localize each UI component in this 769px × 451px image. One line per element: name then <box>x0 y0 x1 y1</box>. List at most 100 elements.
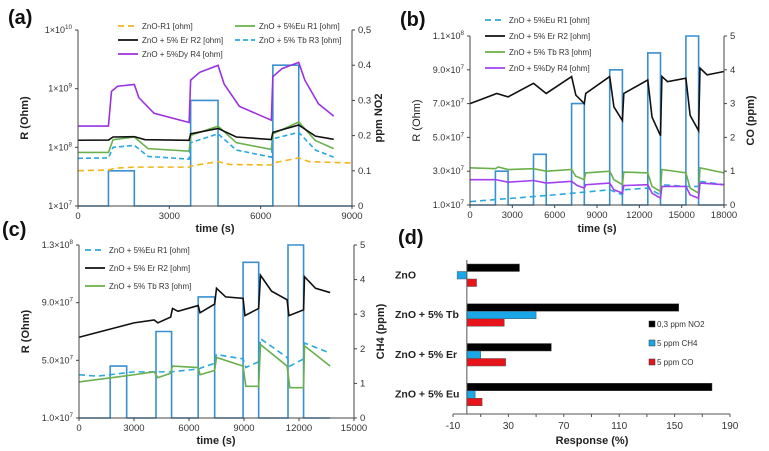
x-tick-label: 9000 <box>586 210 607 221</box>
y2-tick-label: 0 <box>358 201 363 212</box>
panel-label-b: (b) <box>400 9 426 31</box>
legend-swatch <box>648 320 656 328</box>
y2-tick-label: 0.4 <box>358 60 371 71</box>
y2-tick-label: 5 <box>730 31 735 42</box>
chart-panel-c: ZnO + 5%Eu R1 [ohm] ZnO + 5% Er R2 [ohm] Z… <box>20 239 387 447</box>
x-tick-label: 70 <box>558 421 570 432</box>
gas-concentration-line <box>79 244 331 419</box>
bar <box>466 263 520 272</box>
y2-axis-label: CH4 (ppm) <box>375 303 387 359</box>
y-tick-label: 9.0×107 <box>42 297 74 308</box>
bar <box>456 271 468 280</box>
legend-label: ZnO-R1 [ohm] <box>142 22 193 31</box>
y2-tick-label: 3 <box>360 309 365 320</box>
x-tick-label: 150 <box>666 421 683 432</box>
x-tick-label: 15000 <box>668 210 694 221</box>
legend-label: 0,3 ppm NO2 <box>657 320 705 329</box>
y-axis-label: R (Ohm) <box>411 99 423 141</box>
series-line-2 <box>78 342 331 389</box>
x-tick-label: 9000 <box>233 423 254 434</box>
series-line-0 <box>77 157 353 172</box>
series-line-0 <box>78 337 331 377</box>
y2-axis-label: CO (ppm) <box>745 95 757 145</box>
x-tick-label: 0 <box>75 211 80 222</box>
y-tick-label: 5.0×107 <box>433 131 465 142</box>
y-tick-label: 1.0×107 <box>42 412 74 423</box>
y2-tick-label: 0,5 <box>358 25 371 36</box>
legend-swatch <box>648 358 656 366</box>
y2-tick-label: 0 <box>360 413 365 424</box>
y2-tick-label: 0 <box>730 200 735 211</box>
x-tick-label: 15000 <box>341 423 367 434</box>
legend-swatch <box>648 339 656 347</box>
bar <box>466 311 537 319</box>
legend-label: 5 ppm CO <box>657 358 693 367</box>
panel-label-a: (a) <box>8 7 32 29</box>
bar <box>466 358 506 367</box>
series-line-3 <box>77 131 335 160</box>
series-line-1 <box>469 66 725 137</box>
y-tick-label: 1×108 <box>48 141 72 152</box>
bar <box>466 278 477 287</box>
x-tick-label: 0 <box>467 210 472 221</box>
bar <box>466 398 483 406</box>
series-line-4 <box>78 61 335 127</box>
chart-panel-a: ZnO-R1 [ohm] ZnO + 5%Eu R1 [ohm] ZnO + 5% … <box>19 22 385 222</box>
bar <box>466 318 505 327</box>
y2-tick-label: 1 <box>730 166 735 177</box>
bar <box>466 343 552 352</box>
y-tick-label: 1.3×108 <box>42 239 74 250</box>
category-label: ZnO + 5% Tb <box>395 309 459 321</box>
legend-label: ZnO + 5%Eu R1 [ohm] <box>109 246 190 255</box>
y2-tick-label: 4 <box>360 275 365 286</box>
series-line-1 <box>78 272 331 339</box>
y2-tick-label: 4 <box>730 65 735 76</box>
legend-label: ZnO + 5%Eu R1 [ohm] <box>259 22 340 31</box>
y-tick-label: 7.0×107 <box>433 98 465 109</box>
y2-tick-label: 0.2 <box>358 131 371 142</box>
x-tick-label: 190 <box>722 421 739 432</box>
x-tick-label: 0 <box>76 423 81 434</box>
legend-label: ZnO + 5%Dy R4 [ohm] <box>509 64 590 73</box>
legend-label: ZnO + 5% Er R2 [ohm] <box>142 36 223 45</box>
y-tick-label: 9.0×107 <box>433 64 465 75</box>
category-label: ZnO <box>395 269 416 281</box>
y2-tick-label: 0.1 <box>358 166 371 177</box>
bar <box>466 383 713 391</box>
x-tick-label: 12000 <box>286 423 312 434</box>
bar <box>466 350 481 359</box>
chart-panel-b: ZnO + 5%Eu R1 [ohm] ZnO + 5% Er R2 [ohm] Z… <box>411 16 757 235</box>
y2-tick-label: 2 <box>730 132 735 143</box>
x-tick-label: 6000 <box>544 210 565 221</box>
x-tick-label: 3000 <box>159 211 180 222</box>
y-tick-label: 1.1×108 <box>433 30 465 41</box>
x-tick-label: 6000 <box>178 423 199 434</box>
y-tick-label: 1.0×107 <box>433 199 465 210</box>
x-tick-label: 9000 <box>341 211 362 222</box>
x-tick-label: 12000 <box>626 210 652 221</box>
legend-label: 5 ppm CH4 <box>657 339 698 348</box>
legend-label: ZnO + 5% Er R2 [ohm] <box>509 32 590 41</box>
x-axis-label: Response (%) <box>556 435 629 447</box>
y2-tick-label: 1 <box>360 378 365 389</box>
gas-concentration-line <box>78 64 352 207</box>
x-tick-label: 3000 <box>123 423 144 434</box>
category-label: ZnO + 5% Er <box>395 349 457 361</box>
legend-label: ZnO + 5% Tb R3 [ohm] <box>109 282 191 291</box>
y2-tick-label: 3 <box>730 99 735 110</box>
series-line-2 <box>77 124 334 142</box>
gas-concentration-line <box>470 35 724 206</box>
y-axis-label: R (Ohm) <box>20 309 32 353</box>
x-axis-label: time (s) <box>196 435 235 447</box>
category-label: ZnO + 5% Eu <box>395 389 459 401</box>
x-tick-label: 18000 <box>711 210 737 221</box>
panel-label-c: (c) <box>2 219 26 241</box>
bar <box>466 390 476 399</box>
legend-label: ZnO + 5%Eu R1 [ohm] <box>509 16 590 25</box>
y2-tick-label: 5 <box>360 240 365 251</box>
panel-a-xlabel: time (s) <box>195 223 234 235</box>
y-tick-label: 5.0×107 <box>42 354 74 365</box>
chart-panel-d: ZnO ZnO + 5% Tb ZnO + 5% Er ZnO + 5% Eu -10 3… <box>395 260 739 447</box>
x-tick-label: 110 <box>611 421 627 432</box>
